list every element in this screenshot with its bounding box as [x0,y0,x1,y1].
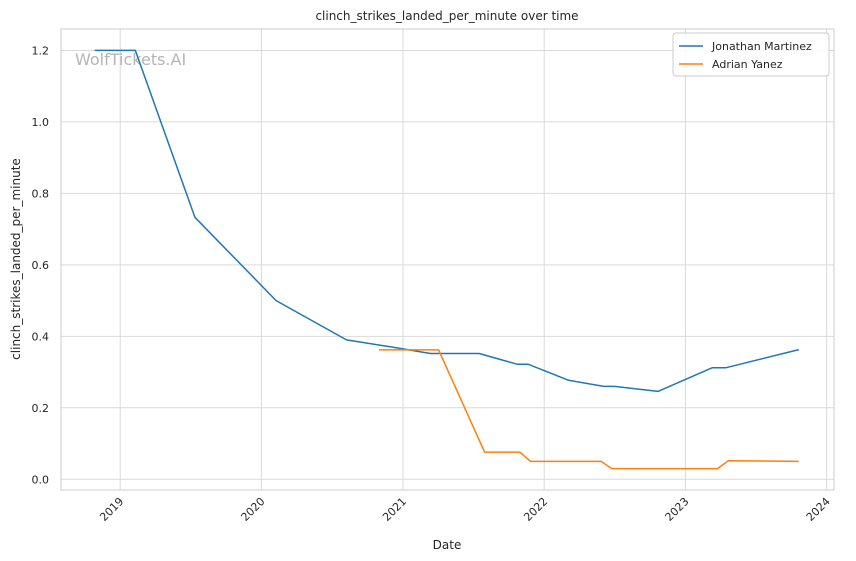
x-tick-label: 2020 [239,495,268,524]
y-axis-label: clinch_strikes_landed_per_minute [9,158,23,360]
y-tick-label: 0.6 [32,259,50,272]
x-tick-label: 2022 [521,495,550,524]
legend-label-0: Jonathan Martinez [711,40,812,53]
x-tick-label: 2021 [380,495,409,524]
x-tick-label: 2019 [97,495,126,524]
y-tick-labels: 0.0 0.2 0.4 0.6 0.8 1.0 1.2 [32,44,50,486]
y-tick-label: 0.0 [32,473,50,486]
y-tick-label: 1.2 [32,44,50,57]
legend-label-1: Adrian Yanez [712,58,783,71]
chart-title: clinch_strikes_landed_per_minute over ti… [315,9,578,23]
x-tick-labels: 2019 2020 2021 2022 2023 2024 [97,495,832,524]
y-tick-label: 1.0 [32,116,50,129]
x-axis-label: Date [433,538,462,552]
y-gridlines [61,49,834,480]
x-tick-label: 2023 [663,495,692,524]
legend: Jonathan Martinez Adrian Yanez [672,32,830,77]
y-tick-label: 0.8 [32,187,50,200]
x-gridlines [119,29,828,490]
series-line-1 [379,349,799,470]
legend-box [672,32,830,77]
series-layer [94,49,799,470]
series-line-0 [94,49,799,393]
y-tick-label: 0.2 [32,402,50,415]
watermark-text: WolfTickets.AI [75,50,186,69]
y-tick-label: 0.4 [32,330,50,343]
plot-area-frame [60,28,835,491]
x-tick-label: 2024 [804,495,833,524]
